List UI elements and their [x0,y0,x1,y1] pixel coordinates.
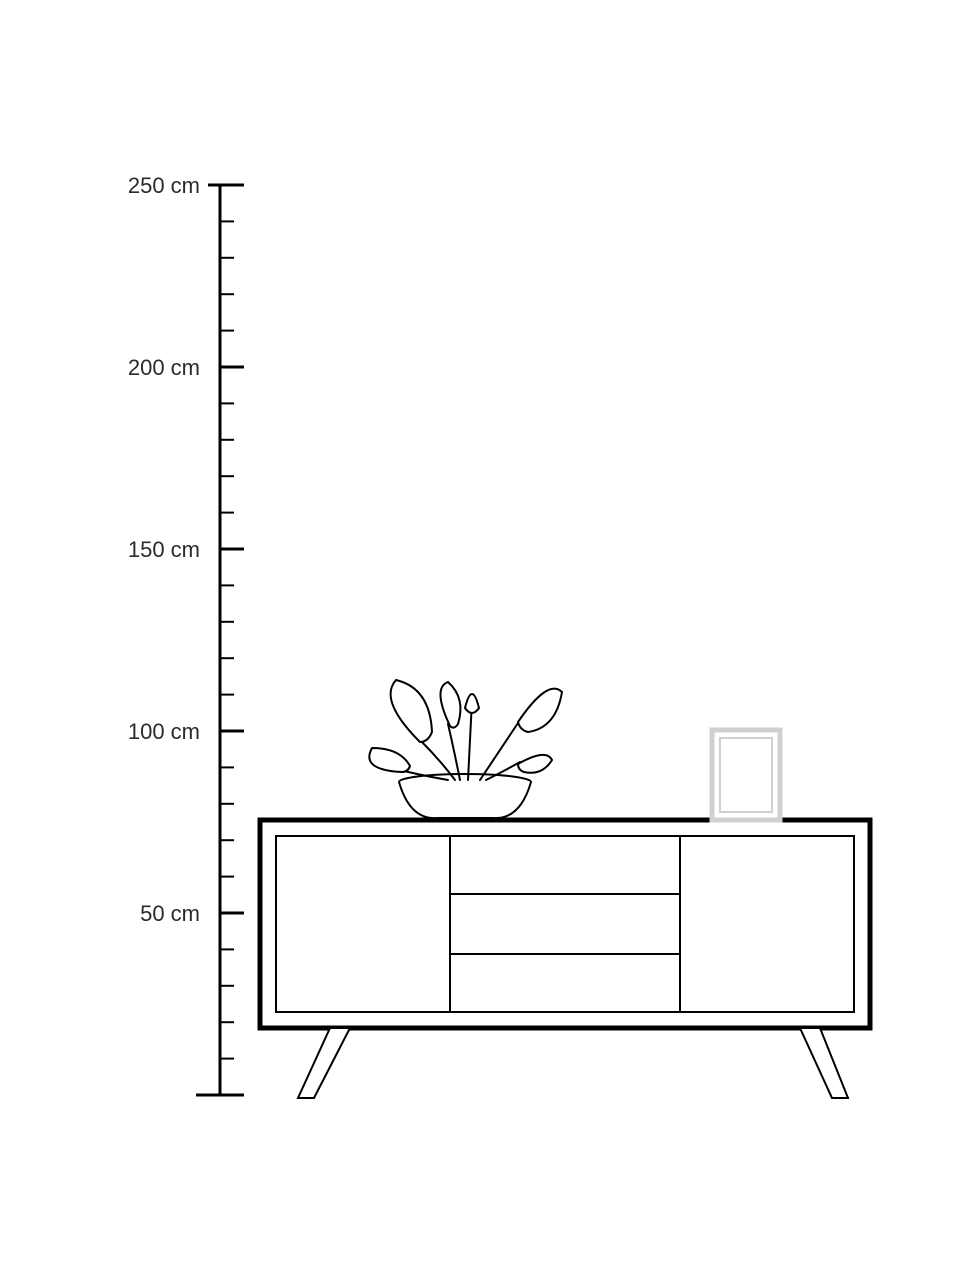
ruler [196,185,244,1095]
diagram-svg [0,0,960,1280]
dimension-diagram: 250 cm 200 cm 150 cm 100 cm 50 cm [0,0,960,1280]
picture-frame-icon [712,730,780,820]
sideboard-icon [260,820,870,1098]
plant-icon [369,680,562,820]
